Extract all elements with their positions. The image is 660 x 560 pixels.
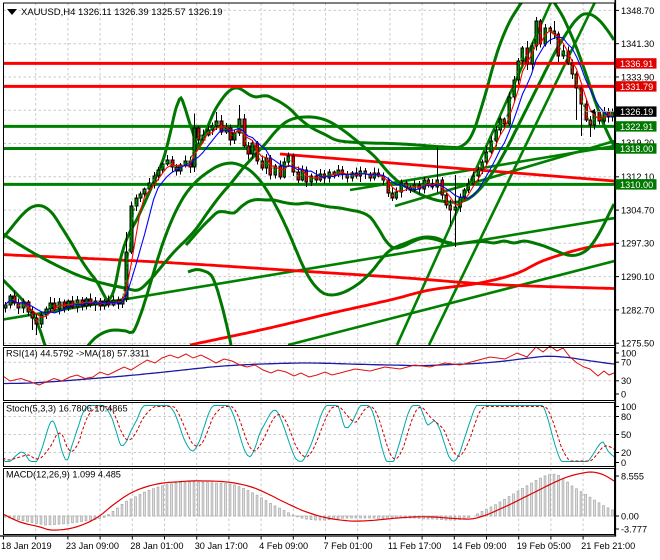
svg-text:1348.70: 1348.70 (621, 6, 654, 16)
svg-text:1290.10: 1290.10 (621, 272, 654, 282)
svg-text:8.555: 8.555 (621, 471, 644, 481)
svg-text:1333.90: 1333.90 (621, 72, 654, 82)
svg-text:1326.19: 1326.19 (620, 107, 653, 117)
svg-text:28 Jan 01:00: 28 Jan 01:00 (130, 541, 183, 551)
svg-text:MACD(12,26,9) 1.099 4.485: MACD(12,26,9) 1.099 4.485 (6, 470, 121, 480)
svg-text:1310.00: 1310.00 (620, 180, 653, 190)
svg-text:1331.79: 1331.79 (620, 82, 653, 92)
svg-text:1282.70: 1282.70 (621, 305, 654, 315)
svg-text:18 Jan 2019: 18 Jan 2019 (1, 541, 52, 551)
svg-text:30: 30 (621, 376, 631, 386)
svg-text:100: 100 (621, 348, 636, 358)
svg-text:RSI(14) 44.5792 ->MA(18) 57.3: RSI(14) 44.5792 ->MA(18) 57.3311 (6, 349, 150, 359)
svg-text:0: 0 (621, 458, 626, 468)
svg-text:1312.10: 1312.10 (621, 172, 654, 182)
svg-text:11 Feb 17:00: 11 Feb 17:00 (388, 541, 441, 551)
svg-text:0: 0 (621, 389, 626, 399)
svg-text:14 Feb 09:00: 14 Feb 09:00 (452, 541, 506, 551)
svg-text:1275.50: 1275.50 (621, 339, 654, 349)
svg-text:100: 100 (621, 402, 636, 412)
svg-text:23 Jan 09:00: 23 Jan 09:00 (66, 541, 119, 551)
svg-text:50: 50 (621, 430, 631, 440)
svg-text:30 Jan 17:00: 30 Jan 17:00 (195, 541, 248, 551)
svg-text:1319.20: 1319.20 (621, 138, 654, 148)
svg-text:Stoch(5,3,3) 16.7806 10.4865: Stoch(5,3,3) 16.7806 10.4865 (6, 404, 128, 414)
svg-text:1297.30: 1297.30 (621, 239, 654, 249)
svg-text:80: 80 (621, 412, 631, 422)
svg-text:70: 70 (621, 358, 631, 368)
svg-text:20: 20 (621, 448, 631, 458)
svg-text:1341.30: 1341.30 (621, 39, 654, 49)
svg-text:XAUUSD,H4 1326.11 1326.39 132: XAUUSD,H4 1326.11 1326.39 1325.57 1326.1… (21, 7, 223, 18)
svg-text:4 Feb 09:00: 4 Feb 09:00 (259, 541, 308, 551)
svg-text:1322.91: 1322.91 (620, 122, 653, 132)
svg-text:7 Feb 01:00: 7 Feb 01:00 (324, 541, 373, 551)
svg-text:1318.00: 1318.00 (620, 144, 653, 154)
svg-text:1304.70: 1304.70 (621, 206, 654, 216)
svg-text:21 Feb 21:00: 21 Feb 21:00 (581, 541, 635, 551)
svg-text:1336.91: 1336.91 (620, 59, 653, 69)
svg-text:-3.777: -3.777 (621, 524, 647, 534)
svg-text:0.00: 0.00 (621, 511, 639, 521)
svg-text:19 Feb 05:00: 19 Feb 05:00 (517, 541, 571, 551)
